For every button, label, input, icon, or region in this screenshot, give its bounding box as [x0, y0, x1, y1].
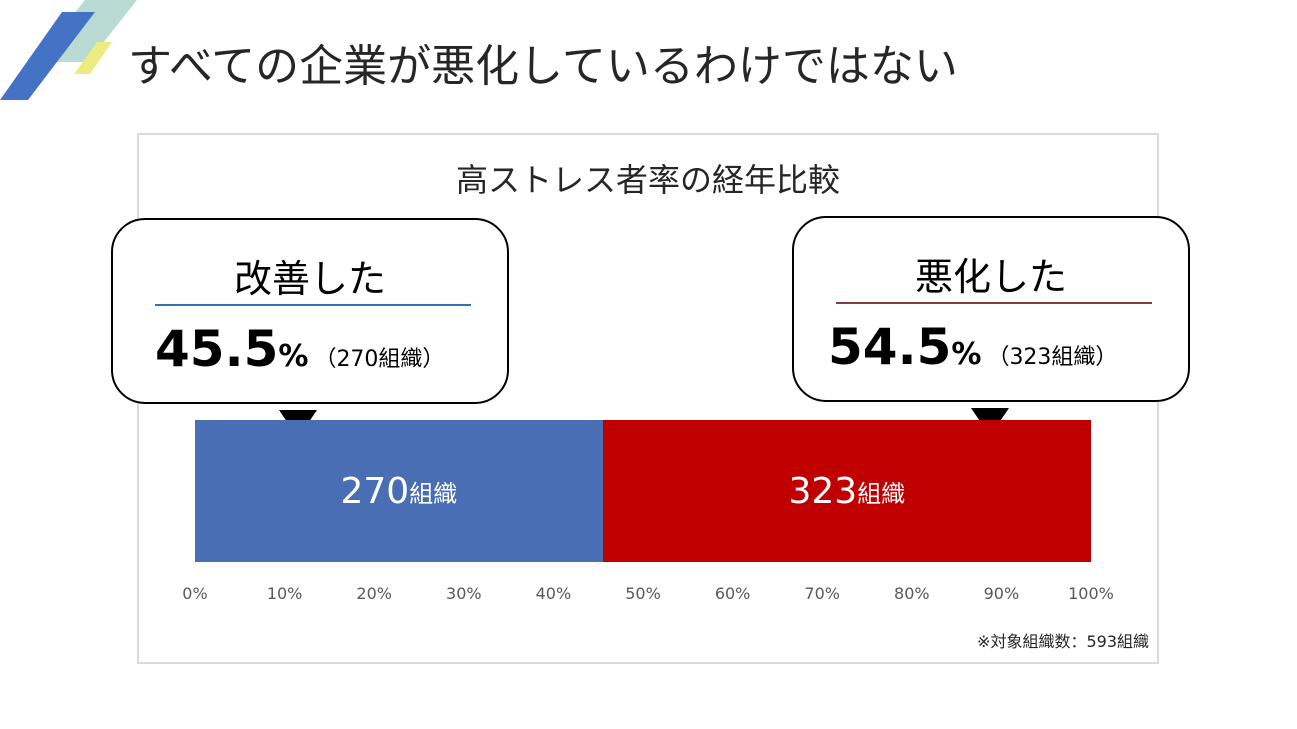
bar-unit: 組織 [409, 479, 458, 508]
bar-segment-worsened [602, 420, 1091, 562]
divider [155, 304, 471, 306]
percent-sign: % [951, 337, 982, 372]
x-tick-label: 80% [894, 584, 930, 603]
x-tick-label: 10% [266, 584, 303, 603]
callout-improved: 改善した 45.5% （270組織） [111, 218, 509, 404]
stacked-bar: 270 組織 323 組織 [195, 420, 1091, 562]
x-tick-label: 100% [1068, 584, 1114, 603]
callout-worsened-heading: 悪化した [914, 255, 1067, 299]
divider [836, 302, 1152, 304]
x-tick-label: 40% [535, 584, 572, 603]
logo-stripes [0, 0, 137, 100]
bar-data-label: 323 組織 [603, 420, 1091, 562]
percent-value: 45.5 [155, 320, 279, 378]
bar-segment-improved [195, 420, 603, 562]
callout-worsened: 悪化した 54.5% （323組織） [792, 216, 1190, 402]
x-tick-label: 60% [714, 584, 751, 603]
count-label: （270組織） [314, 347, 445, 372]
bar-count: 323 [788, 470, 858, 512]
callout-improved-value: 45.5% （270組織） [155, 320, 444, 378]
callout-worsened-value: 54.5% （323組織） [828, 318, 1117, 376]
x-tick-label: 30% [446, 584, 482, 603]
bar-data-label: 270 組織 [195, 420, 603, 562]
chart-note: ※対象組織数：593組織 [977, 632, 1149, 651]
count-label: （323組織） [987, 345, 1118, 370]
bar-unit: 組織 [857, 479, 906, 508]
chart-title: 高ストレス者率の経年比較 [455, 161, 840, 199]
percent-value: 54.5 [828, 318, 952, 376]
percent-sign: % [278, 339, 309, 374]
x-tick-label: 50% [625, 584, 661, 603]
x-tick-label: 90% [983, 584, 1020, 603]
slide-title: すべての企業が悪化しているわけではない [128, 41, 958, 92]
x-tick-label: 0% [182, 584, 208, 603]
x-tick-label: 70% [804, 584, 840, 603]
x-tick-label: 20% [356, 584, 392, 603]
callout-improved-heading: 改善した [233, 257, 386, 301]
bar-count: 270 [340, 470, 410, 512]
